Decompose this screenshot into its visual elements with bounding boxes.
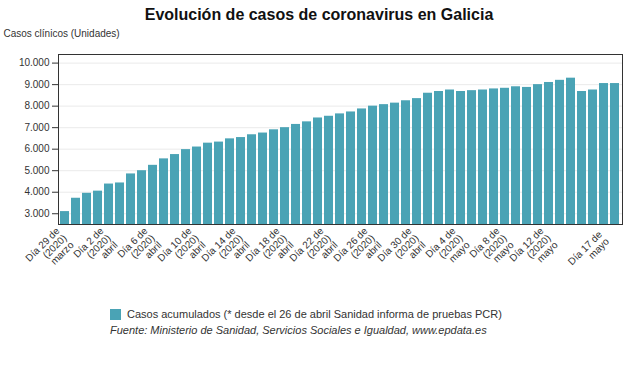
svg-text:Día 10 de(2020)abril: Día 10 de(2020)abril [155,225,208,278]
svg-text:Día 30 de(2020)abril: Día 30 de(2020)abril [375,225,428,278]
svg-text:4.000: 4.000 [24,186,49,197]
svg-text:Día 22 de(2020)abril: Día 22 de(2020)abril [287,225,340,278]
svg-text:Día 17 demayo: Día 17 demayo [566,228,612,274]
svg-text:10.000: 10.000 [19,57,50,68]
svg-text:Día 14 de(2020)abril: Día 14 de(2020)abril [199,225,252,278]
svg-text:6.000: 6.000 [24,143,49,154]
svg-text:Casos clínicos (Unidades): Casos clínicos (Unidades) [4,28,120,39]
svg-text:Día 8 de(2020)mayo: Día 8 de(2020)mayo [467,225,516,274]
html-text:Fuente: Ministerio de Sanidad,: Fuente: Ministerio de Sanidad, Servicios… [110,324,487,336]
svg-text:9.000: 9.000 [24,79,49,90]
svg-text:Día 4 de(2020)mayo: Día 4 de(2020)mayo [423,225,472,274]
svg-text:7.000: 7.000 [24,122,49,133]
svg-text:Día 2 de(2020)abril: Día 2 de(2020)abril [71,225,120,274]
svg-text:Día 18 de(2020)abril: Día 18 de(2020)abril [243,225,296,278]
html-text:Evolución de casos de coronavi: Evolución de casos de coronavirus en Gal… [144,6,494,23]
svg-text:3.000: 3.000 [24,208,49,219]
svg-text:Día 12 de(2020)mayo: Día 12 de(2020)mayo [507,225,560,278]
svg-text:8.000: 8.000 [24,100,49,111]
svg-text:Día 6 de(2020)abril: Día 6 de(2020)abril [115,225,164,274]
svg-text:Día 26 de(2020)abril: Día 26 de(2020)abril [331,225,384,278]
svg-text:5.000: 5.000 [24,165,49,176]
svg-text:Día 29 de(2020)marzo: Día 29 de(2020)marzo [23,225,76,278]
html-text:Casos acumulados (* desde el 2: Casos acumulados (* desde el 26 de abril… [127,308,502,320]
